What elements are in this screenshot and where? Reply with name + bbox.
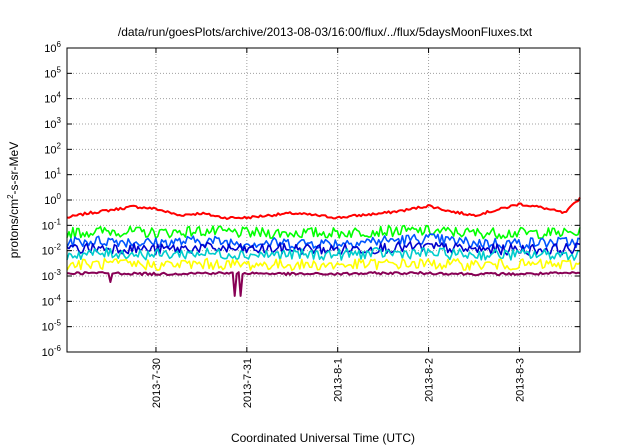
series-line <box>66 246 581 261</box>
y-tick-label: 10-5 <box>42 319 62 334</box>
y-tick-label: 10-3 <box>42 268 62 283</box>
y-tick-label: 10-6 <box>42 344 62 359</box>
x-axis-label: Coordinated Universal Time (UTC) <box>231 431 415 445</box>
y-tick-label: 105 <box>44 65 61 80</box>
x-tick-labels: 2013-7-30 2013-7-31 2013-8-1 2013-8-2 2013-8… <box>151 358 526 408</box>
x-tick-label: 2013-7-30 <box>151 358 163 408</box>
series-line <box>66 224 581 240</box>
y-tick-label: 102 <box>44 141 61 156</box>
chart-title: /data/run/goesPlots/archive/2013-08-03/1… <box>118 25 533 39</box>
y-tick-label: 10-4 <box>42 293 62 308</box>
x-tick-label: 2013-8-2 <box>424 358 436 402</box>
axis-ticks <box>67 47 580 353</box>
x-tick-label: 2013-8-3 <box>514 358 526 402</box>
y-tick-label: 100 <box>44 192 61 207</box>
y-tick-labels: 10-6 10-5 10-4 10-3 10-2 10-1 100 101 102 103 104 1… <box>42 40 62 359</box>
x-tick-label: 2013-8-1 <box>333 358 345 402</box>
y-axis-label-sup: 2 <box>6 194 15 199</box>
series-line <box>66 270 581 297</box>
y-axis-label-rest: -s-sr-MeV <box>7 142 21 195</box>
y-axis-label-base: protons/cm <box>7 199 21 258</box>
grid-lines <box>67 48 580 352</box>
plot-frame <box>66 47 581 353</box>
y-axis-label: protons/cm2-s-sr-MeV <box>6 142 21 258</box>
y-tick-label: 104 <box>44 91 61 106</box>
y-tick-label: 101 <box>44 167 61 182</box>
plot-series <box>66 197 581 297</box>
series-line <box>66 257 581 272</box>
series-line <box>66 233 581 249</box>
x-tick-label: 2013-7-31 <box>242 358 254 408</box>
y-tick-label: 106 <box>44 40 61 55</box>
y-tick-label: 10-2 <box>42 243 62 258</box>
y-tick-label: 10-1 <box>42 217 62 232</box>
y-tick-label: 103 <box>44 116 61 131</box>
series-line <box>66 197 581 220</box>
